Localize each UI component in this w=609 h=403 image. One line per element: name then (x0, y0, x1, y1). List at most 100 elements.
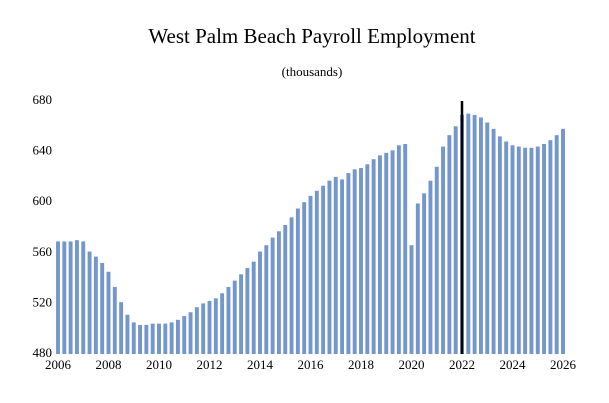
bar (561, 128, 565, 354)
bar (396, 145, 401, 354)
bar (119, 302, 124, 354)
bar (390, 150, 395, 354)
bar (472, 114, 477, 354)
bar (409, 245, 414, 354)
bar (289, 217, 294, 354)
bar (384, 152, 389, 354)
x-tick-label: 2026 (550, 357, 577, 372)
x-tick-label: 2012 (197, 357, 223, 372)
bar (548, 140, 553, 354)
bar (201, 303, 206, 354)
bar (245, 267, 250, 354)
bar (144, 324, 149, 354)
bar (87, 251, 92, 354)
bar (485, 122, 490, 354)
bar (163, 323, 168, 354)
bar (81, 241, 86, 354)
bar (169, 322, 174, 354)
bar (194, 307, 199, 354)
x-tick-label: 2020 (399, 357, 425, 372)
bar (554, 135, 559, 354)
bar (207, 300, 212, 354)
bar (220, 293, 225, 354)
bar (226, 286, 231, 354)
x-tick-label: 2010 (146, 357, 172, 372)
bar (327, 180, 332, 354)
bar (264, 245, 269, 354)
x-tick-label: 2018 (348, 357, 374, 372)
bar (295, 208, 300, 354)
bar (535, 146, 540, 354)
bar (497, 136, 502, 354)
bar (359, 168, 363, 354)
bar (213, 298, 218, 354)
bar (74, 240, 79, 354)
bar (62, 241, 67, 354)
bar (112, 286, 117, 354)
bar (365, 164, 370, 354)
bar (447, 135, 452, 354)
bar (106, 271, 111, 354)
x-tick-label: 2016 (298, 357, 325, 372)
y-tick-label: 560 (33, 244, 53, 259)
bar (283, 224, 288, 354)
bar (377, 155, 382, 354)
bar (453, 126, 458, 354)
bar (276, 231, 281, 354)
chart-subtitle: (thousands) (282, 64, 343, 79)
bar (93, 256, 98, 354)
y-tick-label: 480 (33, 345, 53, 360)
bar (542, 144, 547, 354)
bar (302, 202, 307, 354)
bar (340, 179, 345, 354)
x-tick-label: 2022 (449, 357, 475, 372)
bar (270, 237, 275, 354)
bar (352, 169, 357, 354)
bar (314, 190, 319, 354)
y-tick-label: 640 (33, 143, 53, 158)
bar (428, 180, 433, 354)
bar (346, 173, 351, 354)
bar (371, 159, 376, 354)
bar (523, 147, 528, 354)
bar (239, 274, 244, 354)
bar (175, 319, 180, 354)
x-tick-label: 2014 (247, 357, 274, 372)
bar (308, 195, 313, 354)
bar (157, 323, 161, 354)
bar (516, 146, 521, 354)
bar (504, 141, 509, 354)
bar (478, 117, 483, 354)
y-tick-label: 680 (33, 92, 53, 107)
chart-title: West Palm Beach Payroll Employment (148, 24, 475, 48)
bar (232, 280, 237, 354)
bar (441, 146, 446, 354)
y-tick-label: 520 (33, 294, 53, 309)
bar (491, 128, 496, 354)
bar (68, 241, 73, 354)
bar (182, 316, 187, 354)
y-tick-label: 600 (33, 193, 53, 208)
bar (251, 261, 256, 354)
bar (150, 323, 155, 354)
bar (422, 193, 427, 354)
bar (529, 147, 534, 354)
x-tick-label: 2008 (96, 357, 122, 372)
x-tick-label: 2006 (45, 357, 72, 372)
x-tick-label: 2024 (500, 357, 527, 372)
bar (100, 262, 105, 354)
bar (434, 166, 439, 354)
bar (403, 144, 408, 354)
bar (415, 203, 420, 354)
bar (466, 113, 471, 355)
bar (188, 312, 193, 354)
bar (321, 185, 326, 354)
bar (138, 324, 143, 354)
bar (56, 241, 60, 354)
bar (258, 251, 262, 354)
bar (131, 322, 136, 354)
bar (125, 314, 130, 354)
bar (510, 145, 515, 354)
bar (333, 176, 338, 354)
